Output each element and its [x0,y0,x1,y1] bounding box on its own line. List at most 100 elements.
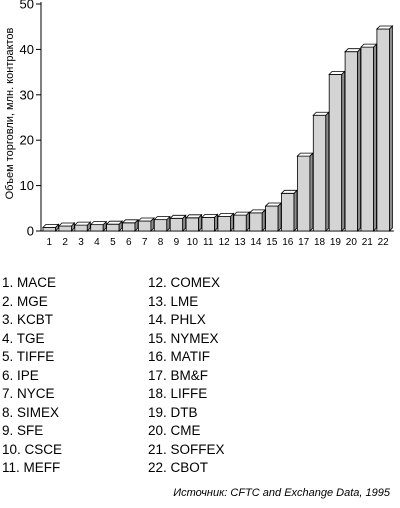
legend-item: 16. MATIF [148,349,211,364]
chart-bars [42,25,394,232]
y-tick-label: 0 [27,224,34,239]
bar-front [265,205,279,232]
bar [201,213,219,232]
bar-top [42,223,60,228]
bar-front [153,219,168,232]
legend-column-left: 1. MACE 2. MGE 3. KCBT 4. TGE 5. TIFFE 6… [2,274,62,478]
bar [264,202,283,232]
x-tick-label: 1 [46,237,52,248]
bar-front [169,217,184,232]
bar-side [293,189,298,232]
bar-top [121,219,139,224]
bar [232,211,251,232]
bar-front [201,216,215,232]
bar-front [122,222,136,232]
bar-side [261,208,266,232]
x-tick-label: 17 [298,237,310,248]
bar-top [344,48,362,53]
bar-side [309,152,314,232]
y-tick-label: 30 [20,87,34,102]
bar-top [264,202,283,207]
legend-item: 17. BM&F [148,367,209,383]
x-tick-label: 18 [314,237,326,248]
bar [153,215,171,232]
legend-item: 7. NYCE [2,386,55,401]
bar [169,214,187,232]
bar-front [249,212,263,232]
x-tick-label: 20 [346,237,358,248]
bar-top [312,111,330,116]
y-tick-label: 20 [20,133,34,148]
legend-column-right: 12. COMEX 13. LME 14. PHLX 15. NYMEX 16.… [148,274,225,478]
bar-top [137,217,155,222]
x-tick-label: 7 [142,237,148,248]
legend-item: 8. SIMEX [2,404,60,420]
x-tick-label: 2 [62,237,68,248]
bar-top [153,216,171,221]
legend-item: 22. CBOT [148,460,209,475]
bar [344,47,362,232]
bar-chart: 0 10 20 30 40 50 Объем торговли, млн. контракт… [4,0,394,248]
legend-item: 14. PHLX [148,312,206,327]
bar [73,221,92,232]
x-tick-label: 4 [94,237,100,248]
bar-top [280,189,298,194]
x-tick-label: 12 [219,237,231,248]
bar-front [74,224,88,232]
bar-front [106,223,120,232]
x-tick-label: 21 [362,237,374,248]
bar-side [277,202,282,232]
legend-item: 3. KCBT [2,312,54,327]
y-axis-title: Объем торговли, млн. контрактов [4,27,16,199]
x-tick-label: 15 [266,237,278,248]
source-note: Источник: CFTC and Exchange Data, 1995 [173,487,390,499]
bar-front [328,73,343,232]
legend-item: 20. CME [148,423,201,438]
bar [312,111,330,232]
x-tick-label: 22 [378,237,390,248]
bar-side [341,70,346,232]
bar-top [105,220,124,225]
bar-front [376,28,390,232]
bar [185,213,203,232]
legend-item: 2. MGE [2,293,48,309]
legend-item: 13. LME [148,293,199,309]
legend-item: 9. SFE [2,423,44,438]
legend-item: 4. TGE [2,330,45,346]
bar-top [360,43,378,48]
legend-item: 18. LIFFE [148,386,208,401]
bar [121,218,139,232]
x-tick-label: 5 [110,237,116,248]
x-tick-label: 14 [250,237,262,248]
x-tick-label: 10 [187,237,199,248]
bar-top [296,152,314,157]
legend-item: 21. SOFFEX [148,441,225,457]
bar [42,223,60,232]
bar-top [216,213,235,217]
y-tick-label: 10 [20,178,34,193]
bar-top [232,211,251,216]
x-tick-label: 3 [78,237,84,248]
bar-front [312,114,327,232]
bar-top [201,213,219,218]
legend-item: 15. NYMEX [148,330,219,346]
bar [248,208,267,232]
bar [280,189,298,232]
x-tick-label: 16 [282,237,294,248]
chart-labels: 0 10 20 30 40 50 Объем торговли, млн. контракт… [4,0,389,248]
bar-top [169,214,187,219]
y-tick-label: 40 [20,42,34,57]
x-tick-label: 9 [174,237,180,248]
bar-front [360,46,374,232]
bar-top [328,70,346,75]
y-tick-label: 50 [20,0,34,12]
bar-front [58,225,72,232]
bar-front [344,51,359,232]
bar-front [296,155,311,232]
bar-top [375,25,394,30]
bar [137,217,155,232]
bar-side [373,43,377,232]
bar-front [137,220,152,232]
bar-front [217,216,231,232]
x-tick-label: 8 [158,237,164,248]
